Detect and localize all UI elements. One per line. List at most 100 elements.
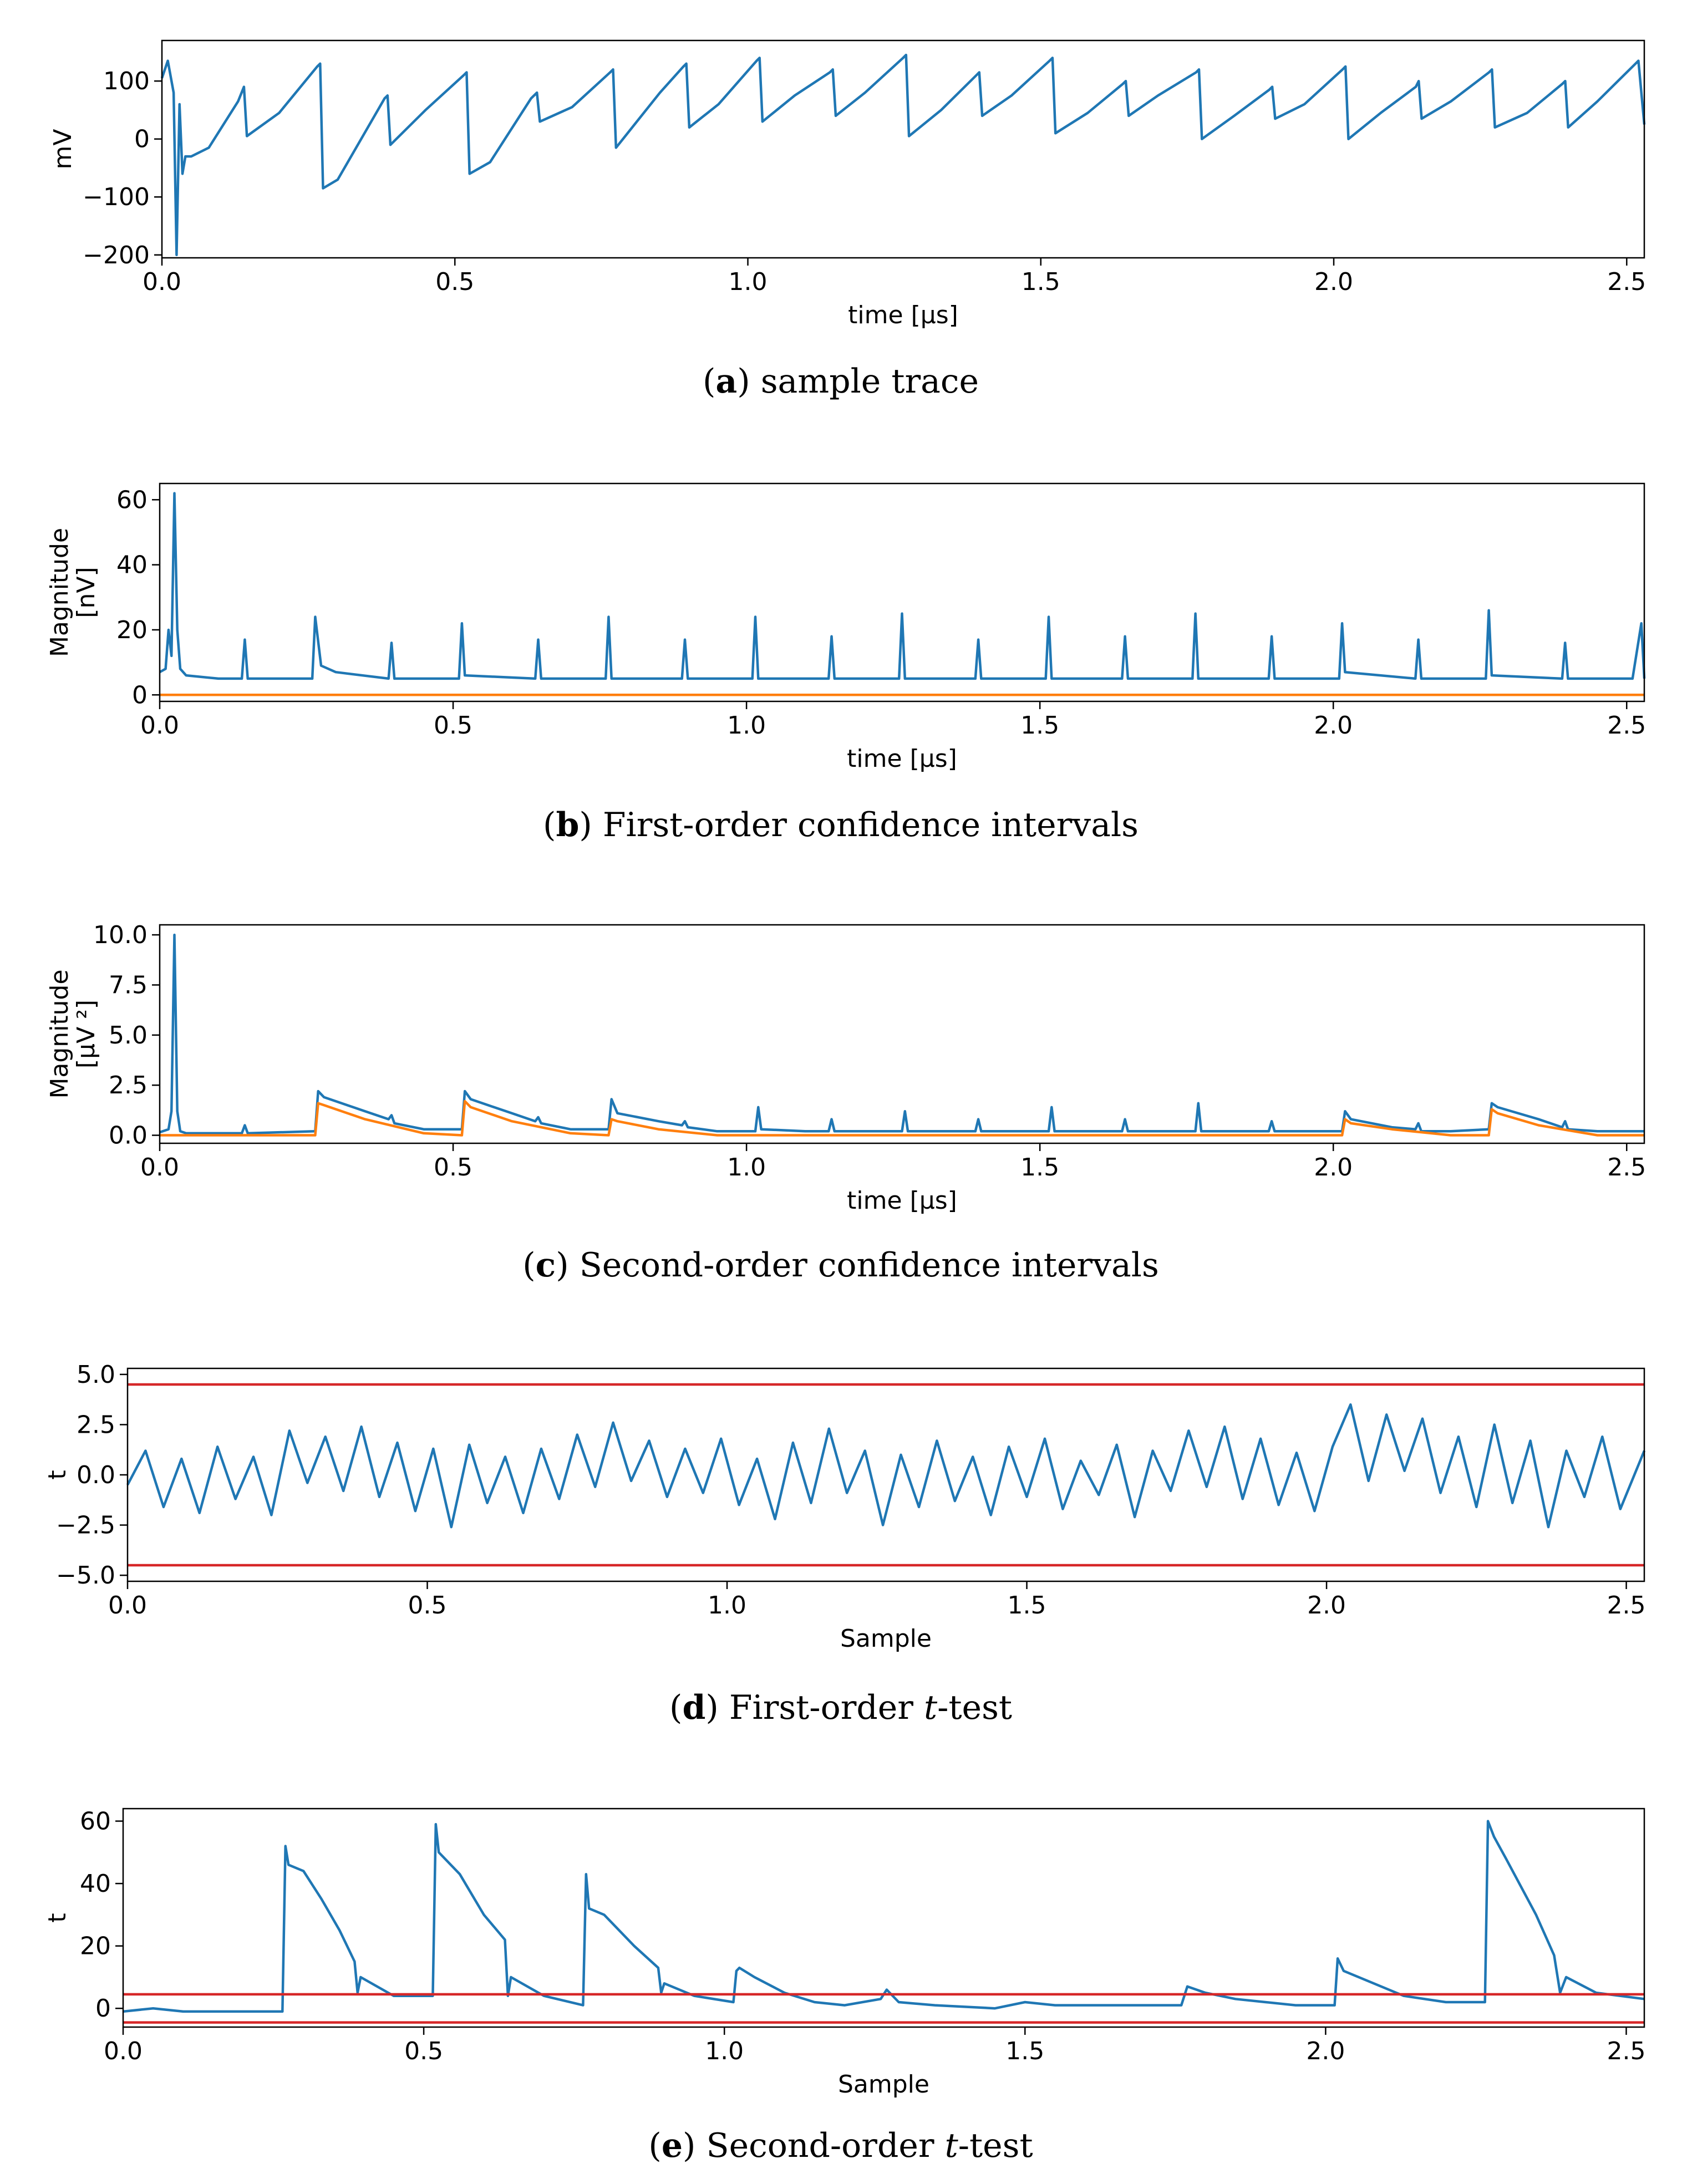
x-tick-label: 0.5: [434, 711, 472, 740]
caption-text: First-order: [729, 1688, 924, 1727]
x-tick-label: 0.0: [104, 2037, 143, 2065]
x-tick-label: 1.5: [1022, 268, 1060, 296]
y-tick-label: −100: [83, 183, 150, 211]
x-axis-label: Sample: [840, 1625, 932, 1653]
y-tick-label: 0: [95, 1994, 111, 2023]
x-tick-label: 0.0: [140, 711, 179, 740]
x-tick-label: 2.5: [1607, 711, 1646, 740]
y-tick-label: 10.0: [93, 921, 148, 949]
y-axis-label: mV: [49, 129, 77, 170]
series-line-c-0: [159, 933, 1644, 1135]
caption-letter: c: [536, 1246, 556, 1285]
y-tick-label: −5.0: [56, 1561, 115, 1590]
chart-d: 0.0 0.5 1.0 1.5 2.0 2.5 5.0 2.5 0.0 −2.5 −5.0 Sampl…: [43, 1361, 1646, 1727]
caption-italic: t: [945, 2126, 959, 2165]
caption-paren: ): [579, 806, 602, 844]
chart-c: 0.0 0.5 1.0 1.5 2.0 2.5 10.0 7.5 5.0 2.5 0.0 time […: [45, 921, 1646, 1285]
x-tick-label: 0.0: [143, 268, 181, 296]
y-tick-label: 0: [132, 681, 148, 709]
y-tick-label: 40: [116, 551, 148, 579]
y-tick-label: 40: [80, 1870, 111, 1898]
series-line-a-0: [160, 53, 1646, 257]
caption-paren: (: [703, 362, 715, 401]
caption-text: Second-order: [707, 2126, 945, 2165]
caption-text: First-order confidence intervals: [603, 806, 1139, 844]
x-tick-label: 0.5: [434, 1153, 472, 1182]
x-axis-label: time [μs]: [848, 301, 958, 329]
y-tick-label: −2.5: [56, 1511, 115, 1540]
x-tick-label: 0.0: [140, 1153, 179, 1182]
x-tick-label: 0.0: [108, 1591, 147, 1620]
y-axis-unit: [μV ²]: [72, 1000, 100, 1068]
caption-paren: ): [556, 1246, 579, 1285]
x-tick-label: 1.5: [1008, 1591, 1046, 1620]
plot-frame: [122, 1808, 1645, 2028]
caption-tail: -test: [958, 2126, 1033, 2165]
plot-frame: [126, 1367, 1645, 1582]
y-tick-label: 20: [80, 1932, 111, 1961]
x-tick-label: 2.0: [1314, 268, 1353, 296]
plot-frame: [159, 924, 1645, 1144]
y-tick-label: 100: [103, 67, 150, 95]
y-tick-label: 60: [116, 486, 148, 514]
x-tick-label: 2.5: [1607, 2037, 1645, 2065]
x-tick-label: 0.5: [408, 1591, 447, 1620]
caption-a: (a) sample trace: [703, 362, 979, 401]
caption-paren: (: [543, 806, 556, 844]
caption-text: Second-order confidence intervals: [580, 1246, 1159, 1285]
caption-letter: d: [682, 1688, 705, 1727]
chart-b: 0.0 0.5 1.0 1.5 2.0 2.5 60 40 20 0 time [μs] Magnit…: [45, 482, 1646, 844]
y-tick-label: 0.0: [109, 1122, 148, 1150]
x-tick-label: 0.5: [404, 2037, 443, 2065]
chart-a: 0.0 0.5 1.0 1.5 2.0 2.5 100 0 −100 −200 time [μs] m…: [49, 39, 1646, 401]
x-tick-label: 2.0: [1307, 1591, 1346, 1620]
x-tick-label: 1.5: [1005, 2037, 1044, 2065]
x-tick-label: 2.0: [1314, 711, 1353, 740]
y-tick-label: 2.5: [109, 1071, 148, 1099]
caption-letter: b: [556, 806, 579, 844]
x-axis-label: time [μs]: [847, 745, 957, 773]
x-tick-label: 1.0: [727, 711, 766, 740]
y-axis-label: Magnitude: [45, 528, 74, 657]
y-axis-label: t: [43, 1913, 72, 1922]
caption-paren: (: [669, 1688, 682, 1727]
x-tick-label: 1.0: [729, 268, 768, 296]
caption-d: (d) First-order t-test: [669, 1688, 1012, 1727]
y-axis-unit: [nV]: [72, 567, 100, 618]
x-tick-label: 2.0: [1314, 1153, 1353, 1182]
series-line-b-0: [159, 492, 1646, 680]
y-tick-label: 0: [134, 125, 150, 154]
y-tick-label: 5.0: [77, 1361, 115, 1389]
x-tick-label: 2.5: [1607, 268, 1646, 296]
x-tick-label: 2.5: [1607, 1153, 1646, 1182]
series-line-d-0: [126, 1403, 1646, 1529]
caption-letter: a: [715, 362, 737, 401]
x-tick-label: 1.5: [1020, 1153, 1059, 1182]
x-tick-label: 2.0: [1306, 2037, 1345, 2065]
x-tick-label: 2.5: [1607, 1591, 1646, 1620]
y-tick-label: 0.0: [77, 1461, 115, 1489]
x-tick-label: 1.5: [1020, 711, 1059, 740]
y-tick-label: 2.5: [77, 1411, 115, 1439]
caption-paren: ): [683, 2126, 706, 2165]
x-tick-label: 1.0: [708, 1591, 746, 1620]
caption-text: sample trace: [761, 362, 979, 401]
y-axis-label: t: [43, 1470, 72, 1479]
y-tick-label: −200: [83, 241, 150, 269]
series-line-e-0: [123, 1820, 1645, 2013]
plot-frame: [159, 482, 1645, 702]
caption-paren: (: [648, 2126, 661, 2165]
series-line-c-1: [160, 1099, 1644, 1137]
caption-c: (c) Second-order confidence intervals: [522, 1246, 1159, 1285]
caption-tail: -test: [937, 1688, 1012, 1727]
y-tick-label: 5.0: [109, 1021, 148, 1050]
y-tick-label: 60: [80, 1808, 111, 1836]
x-tick-label: 0.5: [435, 268, 474, 296]
y-tick-label: 7.5: [109, 971, 148, 999]
caption-italic: t: [924, 1688, 938, 1727]
caption-letter: e: [662, 2126, 683, 2165]
x-tick-label: 1.0: [727, 1153, 766, 1182]
x-tick-label: 1.0: [705, 2037, 744, 2065]
